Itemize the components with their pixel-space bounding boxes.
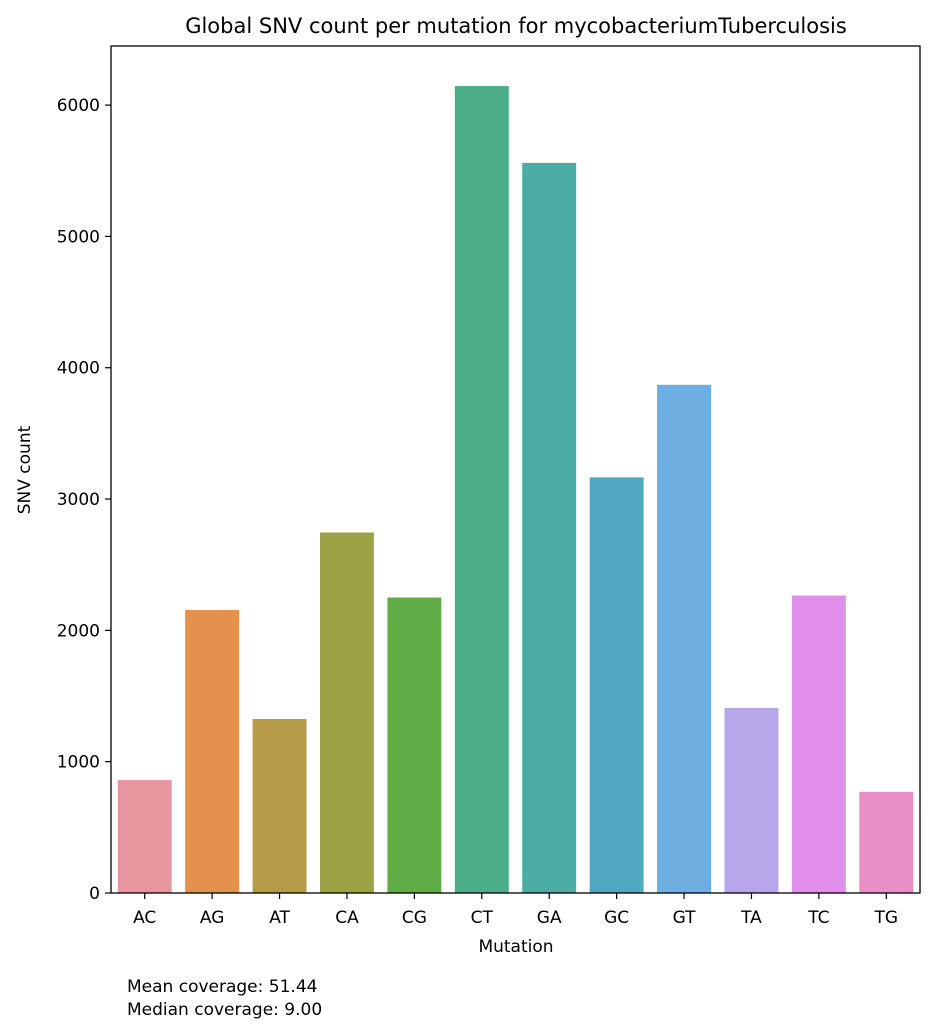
x-tick-label: CT xyxy=(471,908,494,928)
x-tick-label: TA xyxy=(740,908,762,928)
y-tick-label: 2000 xyxy=(57,621,100,641)
y-axis-label: SNV count xyxy=(15,425,35,514)
bar-gc xyxy=(589,477,644,893)
x-tick-label: GT xyxy=(673,908,697,928)
bar-tg xyxy=(859,791,914,893)
x-tick-label: AT xyxy=(269,908,290,928)
x-tick-label: GC xyxy=(604,908,629,928)
y-axis: 0 1000 2000 3000 4000 5000 6000 xyxy=(57,96,111,904)
y-tick-label: 5000 xyxy=(57,227,100,247)
bar-ac xyxy=(117,780,172,893)
x-tick-label: AG xyxy=(200,908,225,928)
x-tick-label: TC xyxy=(807,908,829,928)
y-tick-label: 0 xyxy=(89,884,100,904)
bar-tc xyxy=(791,595,846,893)
chart-title: Global SNV count per mutation for mycoba… xyxy=(185,14,847,38)
bar-at xyxy=(252,719,307,893)
bar-ca xyxy=(319,532,374,893)
bar-cg xyxy=(387,597,442,893)
bar-ta xyxy=(724,707,779,893)
x-tick-label: CA xyxy=(335,908,359,928)
y-tick-label: 4000 xyxy=(57,359,100,379)
bars-group xyxy=(117,86,914,894)
x-tick-label: GA xyxy=(537,908,562,928)
x-tick-label: AC xyxy=(133,908,156,928)
mean-coverage-text: Mean coverage: 51.44 xyxy=(127,977,318,997)
x-tick-label: TG xyxy=(874,908,899,928)
y-tick-label: 6000 xyxy=(57,96,100,116)
y-tick-label: 3000 xyxy=(57,490,100,510)
x-axis: AC AG AT CA CG CT GA GC GT TA TC TG xyxy=(133,893,898,928)
median-coverage-text: Median coverage: 9.00 xyxy=(127,1000,323,1020)
x-tick-label: CG xyxy=(402,908,427,928)
y-tick-label: 1000 xyxy=(57,753,100,773)
bar-ga xyxy=(522,162,577,893)
bar-ct xyxy=(454,86,509,894)
x-axis-label: Mutation xyxy=(478,937,553,957)
bar-gt xyxy=(657,384,712,893)
plot-frame xyxy=(110,45,921,894)
bar-ag xyxy=(185,610,240,893)
